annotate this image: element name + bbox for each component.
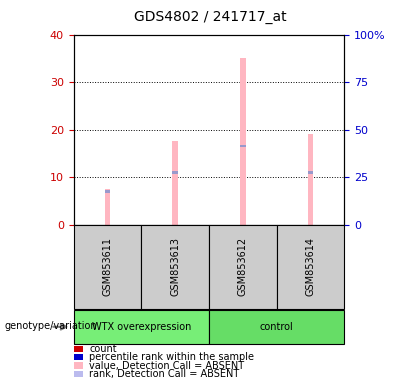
Bar (105, 190, 110, 192)
Bar (308, 171, 313, 174)
Text: GSM853611: GSM853611 (102, 237, 113, 296)
Bar (240, 145, 246, 147)
Text: control: control (260, 322, 294, 332)
Bar (172, 171, 178, 174)
Text: GDS4802 / 241717_at: GDS4802 / 241717_at (134, 10, 286, 23)
Text: GSM853612: GSM853612 (238, 237, 248, 296)
Text: GSM853614: GSM853614 (305, 237, 315, 296)
Text: genotype/variation: genotype/variation (4, 321, 97, 331)
Text: percentile rank within the sample: percentile rank within the sample (89, 352, 254, 362)
Bar (240, 58, 246, 225)
Bar (172, 141, 178, 225)
Bar (308, 134, 313, 225)
Text: rank, Detection Call = ABSENT: rank, Detection Call = ABSENT (89, 369, 239, 379)
Bar (105, 189, 110, 225)
Text: WTX overexpression: WTX overexpression (92, 322, 191, 332)
Text: count: count (89, 344, 117, 354)
Text: value, Detection Call = ABSENT: value, Detection Call = ABSENT (89, 361, 244, 371)
Text: GSM853613: GSM853613 (170, 237, 180, 296)
